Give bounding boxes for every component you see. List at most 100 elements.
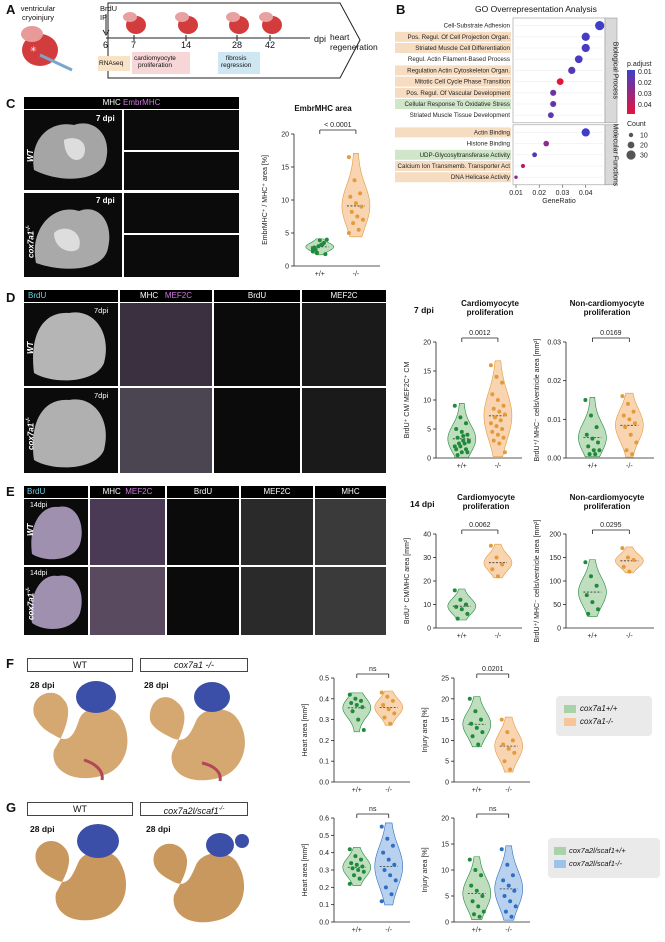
data-point: [455, 435, 460, 440]
data-point: [349, 700, 354, 705]
data-point: [359, 204, 364, 209]
data-point: [593, 452, 598, 457]
injured-heart-icon: ✳: [21, 26, 73, 72]
violin-wt: [578, 396, 607, 458]
y-tick-label: 10: [423, 602, 431, 609]
data-point: [631, 557, 636, 562]
go-dot: [568, 66, 576, 75]
y-tick-label: 20: [281, 132, 289, 139]
violin-wt: [462, 696, 492, 748]
p-value: ns: [489, 806, 497, 813]
go-highlight: [395, 172, 511, 183]
data-point: [320, 242, 325, 247]
violin-ko: [615, 546, 644, 574]
data-point: [455, 616, 460, 621]
go-x-tick-label: 0.01: [509, 190, 523, 197]
go-dot: [532, 152, 538, 158]
y-axis-label: Heart area [mm²]: [302, 703, 309, 756]
tick-7: 7: [131, 40, 137, 50]
data-point: [632, 421, 637, 426]
y-tick-label: 0.02: [547, 378, 561, 385]
data-point: [358, 191, 363, 196]
data-point: [459, 429, 464, 434]
go-term-label: Histone Binding: [467, 141, 511, 148]
y-tick-label: 0.5: [319, 833, 329, 840]
y-tick-label: 100: [549, 579, 561, 586]
tick-6: 6: [103, 40, 109, 50]
data-point: [627, 417, 632, 422]
g-legend: cox7a2l/scaf1+/+ cox7a2l/scaf1-/-: [548, 838, 660, 878]
panel-label-c: C: [6, 96, 16, 111]
data-point: [465, 450, 470, 455]
d-row-wt: WT: [26, 341, 35, 354]
panel-label-b: B: [396, 2, 406, 17]
count-legend-dot: [628, 132, 634, 138]
e-time: 14 dpi: [410, 499, 435, 509]
data-point: [590, 600, 595, 605]
data-point: [360, 217, 365, 222]
y-axis-label: Heart area [mm²]: [302, 843, 309, 896]
padj-tick-label: 0.03: [638, 91, 652, 98]
data-point: [470, 734, 475, 739]
data-point: [348, 194, 353, 199]
f-injury-area-chart: 0 5 10 15 20 25 Injury area [%] +/+ -/- 0.0201: [422, 666, 530, 794]
data-point: [621, 564, 626, 569]
rnaseq-box: [98, 56, 130, 71]
tick-14: 14: [181, 40, 192, 50]
data-point: [454, 447, 459, 452]
data-point: [501, 435, 506, 440]
violin-ko: [341, 153, 371, 238]
y-tick-label: 20: [423, 340, 431, 347]
data-point: [621, 413, 626, 418]
data-point: [346, 231, 351, 235]
go-term-label: Regul. Actin Filament-Based Process: [408, 56, 510, 63]
y-tick-label: 5: [427, 427, 431, 434]
data-point: [458, 597, 463, 602]
data-point: [508, 767, 513, 772]
panel-label-f: F: [6, 656, 14, 671]
y-tick-label: 15: [441, 842, 449, 849]
d-ko-overview: [24, 388, 118, 473]
d-title-2: Non-cardiomyocyte proliferation: [569, 299, 645, 317]
y-tick-label: 0.3: [319, 868, 329, 875]
violin-wt: [578, 559, 607, 617]
data-point: [476, 742, 481, 747]
go-term-label: Pos. Regul. Of Vascular Development: [406, 90, 510, 97]
go-highlight: [395, 76, 511, 87]
y-tick-label: 15: [281, 165, 289, 172]
go-dot: [581, 43, 590, 53]
data-point: [382, 868, 387, 872]
go-term-label: DNA Helicase Activity: [451, 174, 511, 181]
data-point: [323, 252, 328, 257]
y-tick-label: 0.01: [547, 417, 561, 424]
data-point: [587, 452, 592, 457]
c-ko-zoom-2: [124, 235, 239, 277]
y-axis-label: Injury area [%]: [422, 847, 429, 892]
p-value: ns: [369, 806, 377, 813]
data-point: [361, 728, 366, 732]
heart-icon-28: [226, 12, 249, 34]
c-header-mhc: MHC: [102, 98, 121, 107]
data-point: [361, 869, 366, 874]
y-tick-label: 10: [281, 198, 289, 205]
y-tick-label: 0.3: [319, 717, 329, 724]
data-point: [584, 432, 589, 437]
violin-wt: [447, 588, 477, 621]
data-point: [356, 227, 361, 232]
data-point: [385, 836, 390, 841]
data-point: [491, 438, 496, 443]
data-point: [470, 899, 475, 904]
data-point: [356, 717, 361, 722]
d-wt-overview: [24, 303, 118, 386]
data-point: [491, 406, 496, 411]
data-point: [583, 560, 588, 565]
data-point: [458, 444, 463, 449]
data-point: [392, 711, 397, 716]
go-term-label: Mitotic Cell Cycle Phase Transition: [415, 79, 511, 86]
violin-ko: [374, 822, 403, 906]
e-wt-mef2c: [241, 499, 313, 565]
go-title: GO Overrepresentation Analysis: [475, 4, 597, 14]
data-point: [473, 868, 478, 872]
data-point: [499, 717, 504, 722]
data-point: [353, 854, 358, 859]
